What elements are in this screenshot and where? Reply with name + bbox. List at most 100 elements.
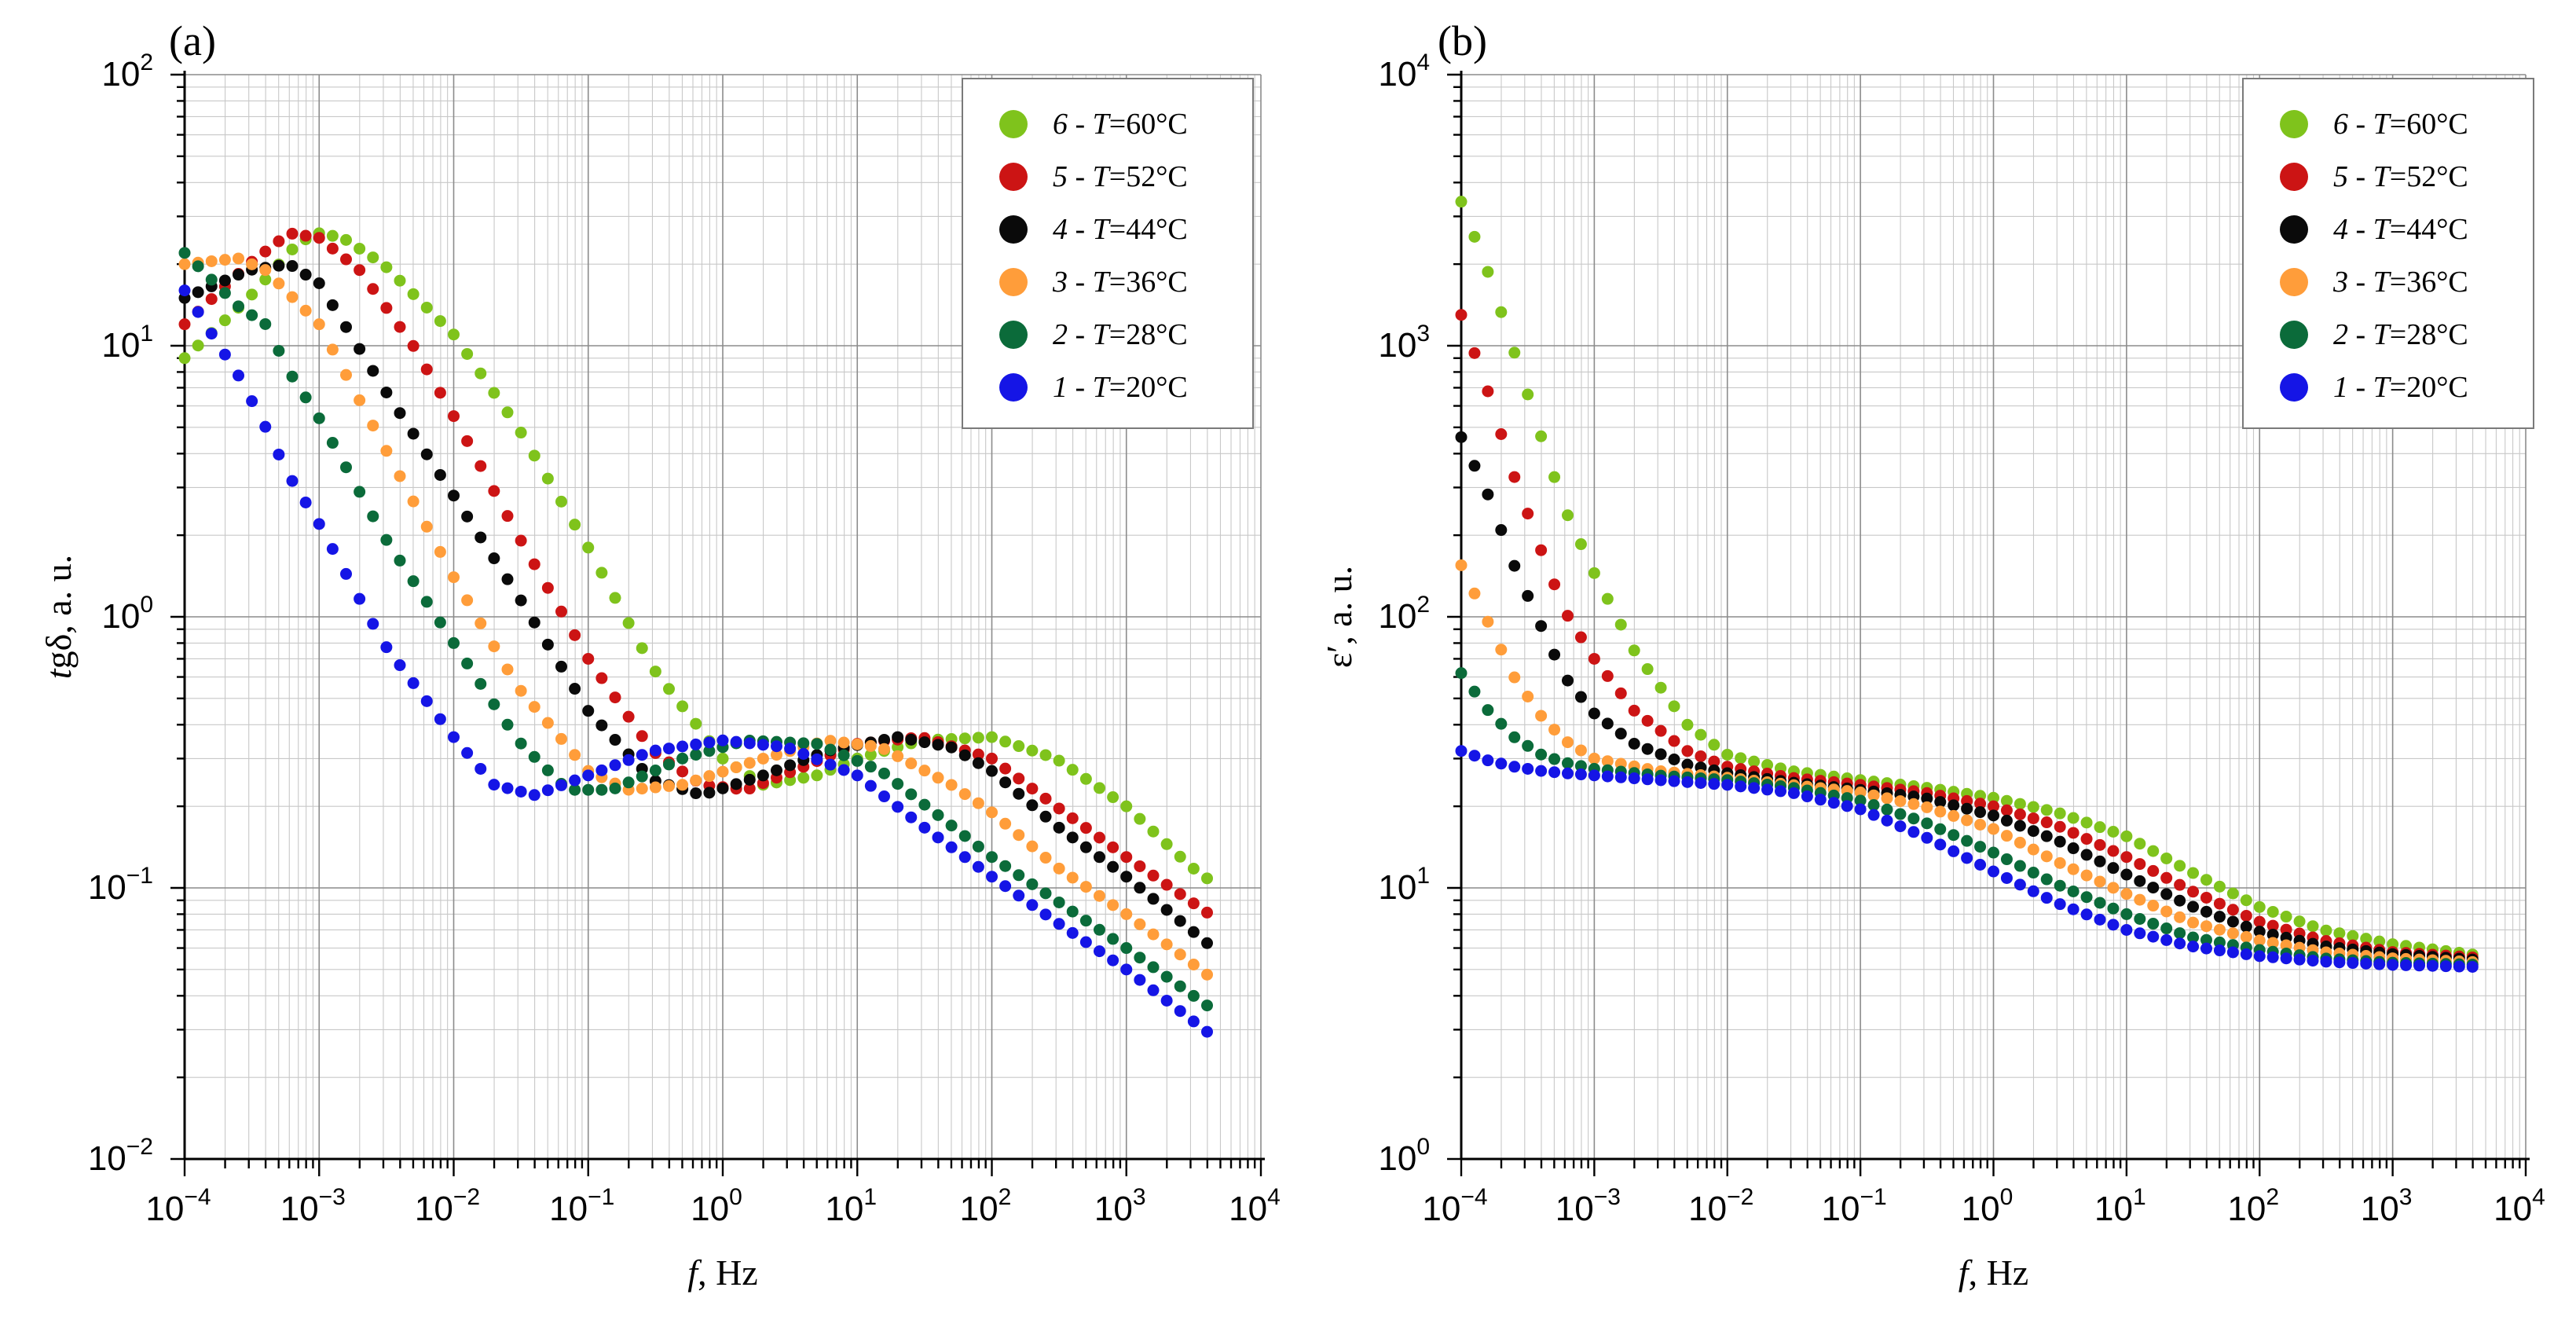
data-point [622, 617, 635, 629]
data-point [1160, 878, 1173, 891]
data-point [878, 743, 890, 755]
data-point [461, 510, 474, 523]
data-point [1854, 794, 1867, 807]
data-point [595, 719, 608, 732]
data-point [649, 781, 661, 794]
data-point [2266, 937, 2279, 949]
data-point [1562, 757, 1574, 769]
data-point [515, 737, 527, 750]
data-point [851, 738, 863, 750]
data-point [1107, 954, 1119, 966]
data-point [1894, 808, 1907, 820]
data-point [824, 758, 837, 771]
data-point [2266, 919, 2279, 932]
data-point [2107, 862, 2120, 875]
panel-label: (b) [1438, 17, 1487, 64]
data-point [864, 739, 877, 752]
data-point [2120, 888, 2133, 900]
data-point [367, 251, 379, 264]
data-point [1039, 908, 1052, 921]
data-point [2160, 933, 2173, 946]
data-point [1827, 797, 1840, 809]
data-point [1187, 1015, 1200, 1028]
data-point [1039, 852, 1052, 864]
data-points [178, 227, 1213, 1038]
data-point [1508, 731, 1521, 743]
data-point [1120, 851, 1133, 864]
data-point [1053, 802, 1065, 815]
data-point [178, 352, 191, 365]
legend-label: 2 - T=28°C [2333, 318, 2468, 351]
data-point [380, 261, 393, 273]
data-point [2147, 845, 2160, 857]
x-tick-label: 10−1 [549, 1184, 614, 1228]
data-point [1628, 772, 1640, 785]
data-point [1668, 700, 1680, 713]
data-point [905, 811, 918, 823]
data-point [1921, 831, 1933, 844]
data-point [2226, 904, 2239, 916]
data-point [1455, 667, 1468, 680]
data-point [2040, 830, 2053, 842]
data-point [1574, 744, 1587, 757]
data-point [313, 318, 325, 331]
data-point [1013, 740, 1025, 753]
data-point [501, 510, 514, 523]
legend-label: 1 - T=20°C [1053, 371, 1188, 404]
data-point [1881, 814, 1893, 827]
data-point [797, 772, 810, 784]
data-point [2054, 820, 2066, 833]
data-point [1562, 736, 1574, 749]
data-point [1013, 787, 1025, 800]
data-point [407, 288, 420, 300]
data-point [1934, 796, 1947, 809]
data-point [676, 765, 689, 778]
data-point [958, 749, 971, 761]
data-point [1495, 757, 1508, 770]
data-point [1907, 826, 1920, 838]
series-2 [178, 247, 1213, 1012]
data-point [475, 762, 487, 775]
data-point [649, 666, 661, 678]
data-point [380, 386, 393, 398]
data-point [340, 321, 352, 333]
data-point [2000, 814, 2013, 827]
legend-item: 6 - T=60°C [2280, 108, 2468, 141]
data-point [340, 233, 352, 246]
data-point [192, 306, 204, 318]
data-point [541, 717, 554, 729]
data-point [1574, 768, 1587, 781]
data-point [2120, 868, 2133, 881]
legend: 6 - T=60°C 5 - T=52°C 4 - T=44°C 3 - T=36°C… [2242, 78, 2534, 429]
data-point [2174, 894, 2186, 907]
data-point [246, 258, 258, 270]
data-point [716, 734, 729, 746]
data-point [354, 486, 366, 498]
x-tick-label: 10−3 [1555, 1184, 1621, 1228]
data-point [380, 534, 393, 546]
data-point [569, 774, 581, 787]
data-point [555, 605, 567, 618]
data-point [609, 759, 621, 772]
data-point [407, 575, 420, 588]
data-point [1748, 782, 1761, 794]
data-point [1094, 889, 1105, 902]
data-point [1160, 838, 1173, 850]
data-point [434, 616, 446, 629]
data-point [851, 769, 863, 782]
data-point [2014, 860, 2026, 872]
data-point [1013, 869, 1025, 882]
data-point [380, 445, 393, 457]
data-point [1187, 989, 1200, 1002]
data-point [1988, 800, 1999, 812]
data-point [2253, 934, 2266, 947]
data-point [1508, 671, 1521, 684]
data-point [273, 344, 285, 357]
data-point [2000, 830, 2013, 842]
data-point [2027, 812, 2039, 824]
data-point [1094, 945, 1105, 958]
data-point [1588, 567, 1600, 579]
data-point [461, 594, 474, 607]
data-point [1508, 347, 1521, 359]
data-point [2253, 926, 2266, 938]
